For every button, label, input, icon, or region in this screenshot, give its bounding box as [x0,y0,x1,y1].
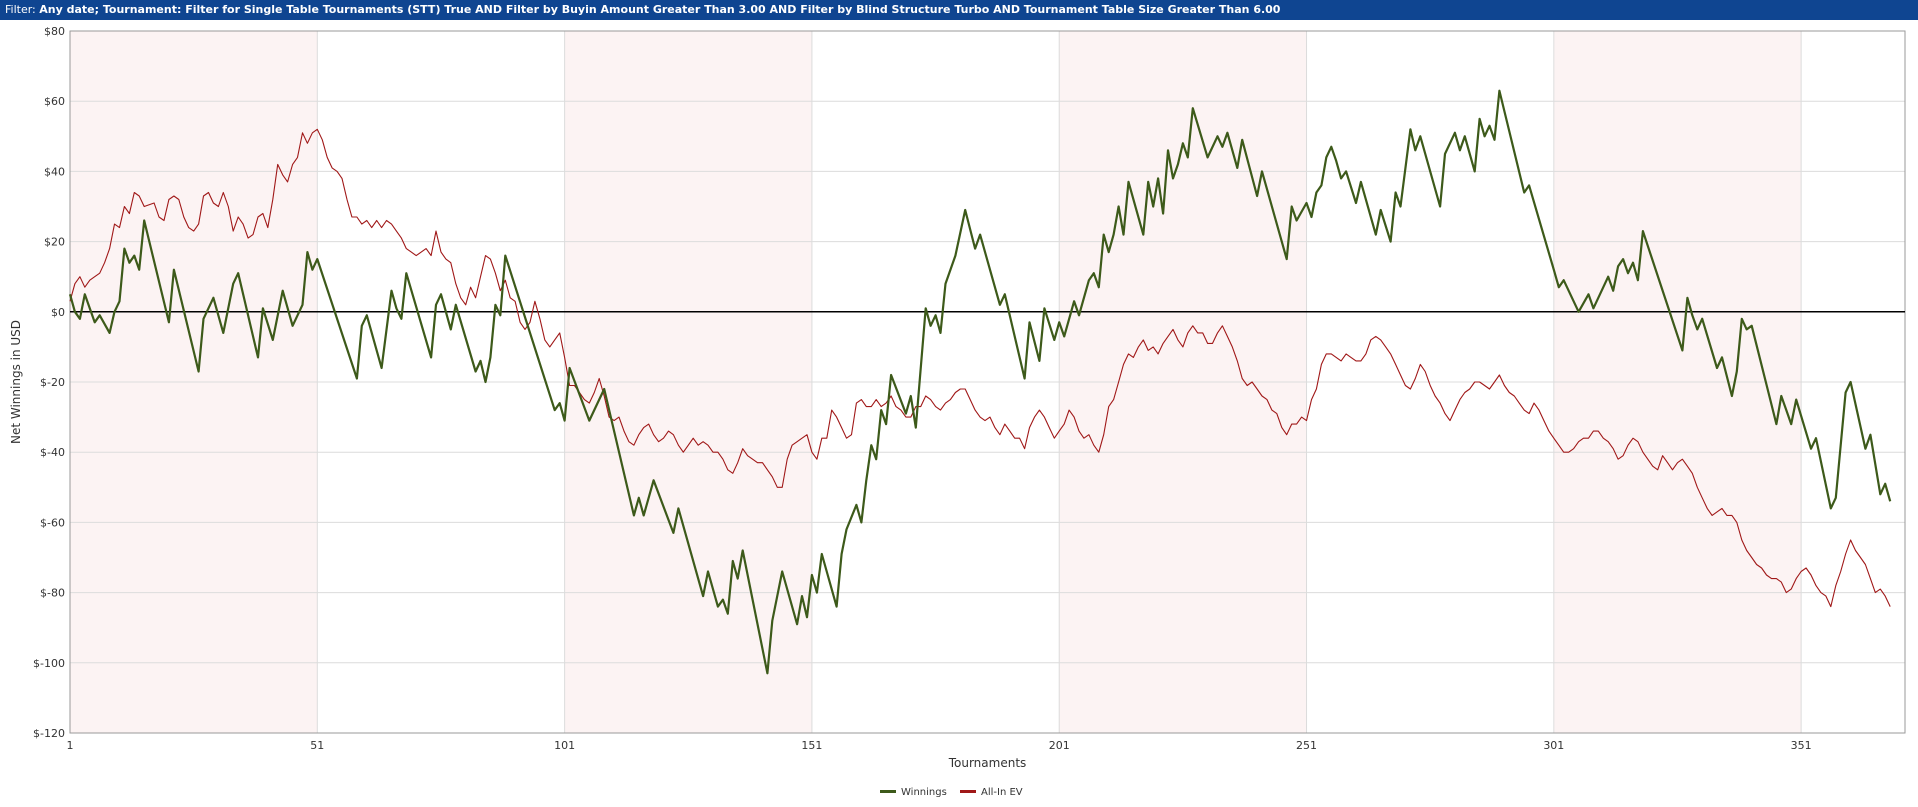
x-tick-label: 301 [1543,739,1564,752]
legend-swatch [880,790,896,793]
x-tick-label: 201 [1049,739,1070,752]
y-tick-label: $-20 [40,376,65,389]
x-tick-label: 251 [1296,739,1317,752]
y-tick-label: $80 [44,25,65,38]
x-tick-label: 1 [67,739,74,752]
x-tick-label: 51 [310,739,324,752]
x-tick-label: 151 [801,739,822,752]
legend-swatch [960,790,976,793]
y-axis-ticks: $80 $60 $40 $20 $0 $-20 $-40 $-60 $-80 $-100 $-120 [33,25,65,740]
winnings-chart: $80 $60 $40 $20 $0 $-20 $-40 $-60 $-80 $-100 $-120… [9,25,1906,798]
y-axis-title: Net Winnings in USD [9,320,23,444]
x-tick-label: 351 [1791,739,1812,752]
y-tick-label: $-80 [40,587,65,600]
filter-bar: Filter: Any date; Tournament: Filter for… [0,0,1918,20]
x-axis-title: Tournaments [948,756,1027,770]
y-tick-label: $60 [44,95,65,108]
plot-frame [69,30,1906,734]
y-tick-label: $-40 [40,446,65,459]
y-tick-label: $40 [44,165,65,178]
x-tick-label: 101 [554,739,575,752]
legend: Winnings All-In EV [880,787,1023,798]
y-tick-label: $20 [44,236,65,249]
y-tick-label: $-60 [40,516,65,529]
filter-text: Any date; Tournament: Filter for Single … [39,3,1281,16]
x-axis-ticks: 1 51 101 151 201 251 301 351 [67,739,1812,752]
legend-label: Winnings [901,787,947,798]
y-tick-label: $-100 [33,657,65,670]
y-tick-label: $-120 [33,727,65,740]
series-lines [68,89,1892,675]
y-tick-label: $0 [51,306,65,319]
filter-prefix: Filter: [5,3,36,16]
series-line-winnings [68,89,1892,675]
legend-label: All-In EV [981,787,1023,798]
series-line-allin-ev [69,128,1891,608]
